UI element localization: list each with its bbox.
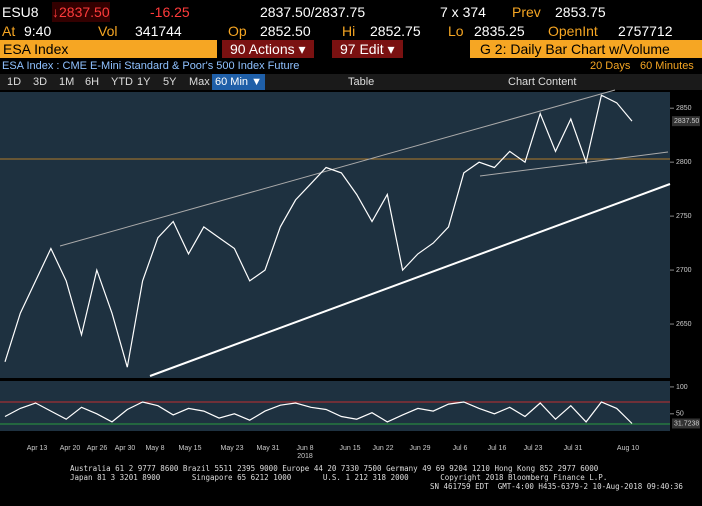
period-button[interactable]: 5Y — [163, 76, 177, 88]
security[interactable]: ESA Index — [0, 40, 217, 58]
trend-support — [149, 183, 671, 377]
last-value-label: 31.7238 — [674, 420, 699, 427]
x-tick-label: May 31 — [257, 445, 280, 452]
period-button[interactable]: 1D — [7, 76, 22, 88]
x-tick-label: May 8 — [145, 445, 164, 452]
x-tick-label: Jul 31 — [564, 445, 583, 452]
toolbar: 60 Min ▼ Table Chart Content 1D 3D 1M 6H YTD… — [0, 74, 702, 90]
x-tick-label: Jul 6 — [453, 445, 468, 452]
ticker: ESU8 — [2, 4, 39, 20]
hi: 2852.75 — [370, 23, 421, 39]
hi-label: Hi — [342, 23, 356, 39]
time: 9:40 — [24, 23, 52, 39]
x-tick-label: Apr 30 — [115, 445, 136, 452]
edit-button[interactable]: 97 Edit ▾ — [332, 40, 403, 58]
x-tick-label: Aug 10 — [617, 445, 639, 452]
actions-button[interactable]: 90 Actions ▾ — [222, 40, 314, 58]
last-value-box — [672, 418, 700, 429]
oscillator-line — [4, 401, 633, 424]
vol-label: Vol — [98, 23, 118, 39]
oi-label: OpenInt — [548, 23, 598, 39]
prev-label: Prev — [512, 4, 541, 20]
op: 2852.50 — [260, 23, 311, 39]
quote-row-1: ESU8 ↓2837.50 -16.25 2837.50/2837.75 7 x… — [0, 2, 702, 22]
size: 7 x 374 — [440, 4, 486, 20]
price-panel — [0, 92, 670, 378]
footer-line: Japan 81 3 3201 8900 Singapore 65 6212 1… — [70, 473, 608, 482]
y-tick-label: 100 — [676, 384, 688, 391]
x-tick-label: Apr 13 — [27, 445, 48, 452]
x-year-label: 2018 — [297, 453, 313, 460]
chart-content-button[interactable]: Chart Content — [508, 76, 577, 88]
footer-line: SN 461759 EDT GMT-4:00 H435-6379-2 10-Au… — [430, 482, 683, 491]
period-button[interactable]: 3D — [33, 76, 48, 88]
frequency[interactable]: 60 Min ▼ — [212, 74, 265, 90]
period-button[interactable]: Max — [189, 76, 210, 88]
last: ↓2837.50 — [52, 2, 110, 22]
lo: 2835.25 — [474, 23, 525, 39]
x-tick-label: Jun 22 — [372, 445, 393, 452]
quote-row-2: At 9:40 Vol 341744 Op 2852.50 Hi 2852.75… — [0, 21, 702, 41]
x-tick-label: Jun 8 — [296, 445, 313, 452]
at-label: At — [2, 23, 16, 39]
x-tick-label: Apr 20 — [60, 445, 81, 452]
y-tick-label: 2750 — [676, 213, 692, 220]
subtitle-row: ESA Index : CME E-Mini Standard & Poor's… — [0, 58, 702, 74]
y-tick-label: 2800 — [676, 159, 692, 166]
y-tick-label: 2650 — [676, 321, 692, 328]
y-tick-label: 50 — [676, 411, 684, 418]
chart-name[interactable]: G 2: Daily Bar Chart w/Volume — [470, 40, 702, 58]
trend-short — [479, 151, 669, 177]
y-tick-label: 2700 — [676, 267, 692, 274]
footer-line: Australia 61 2 9777 8600 Brazil 5511 239… — [70, 464, 599, 473]
x-tick-label: Jun 29 — [409, 445, 430, 452]
last-value-label: 2837.50 — [674, 118, 699, 125]
table-button[interactable]: Table — [348, 76, 375, 88]
op-label: Op — [228, 23, 247, 39]
x-tick-label: Jul 16 — [488, 445, 507, 452]
vol: 341744 — [135, 23, 182, 39]
y-tick-label: 2850 — [676, 105, 692, 112]
description: ESA Index : CME E-Mini Standard & Poor's… — [2, 60, 300, 72]
range: 20 Days — [590, 60, 631, 72]
menu-row: ESA Index 90 Actions ▾ 97 Edit ▾ G 2: Da… — [0, 40, 702, 60]
period-button[interactable]: 1M — [59, 76, 75, 88]
oscillator-panel — [0, 381, 670, 431]
change: -16.25 — [150, 4, 190, 20]
price_chart-line — [4, 94, 633, 368]
x-tick-label: May 15 — [179, 445, 202, 452]
prev: 2853.75 — [555, 4, 606, 20]
period-button[interactable]: 6H — [85, 76, 100, 88]
footer: Australia 61 2 9777 8600 Brazil 5511 239… — [70, 464, 683, 491]
lo-label: Lo — [448, 23, 464, 39]
x-tick-label: Jul 23 — [524, 445, 543, 452]
oi: 2757712 — [618, 23, 673, 39]
bid-ask: 2837.50/2837.75 — [260, 4, 366, 20]
period-button[interactable]: YTD — [111, 76, 133, 88]
interval: 60 Minutes — [640, 60, 694, 72]
x-tick-label: Apr 26 — [87, 445, 108, 452]
x-tick-label: May 23 — [221, 445, 244, 452]
x-tick-label: Jun 15 — [339, 445, 360, 452]
period-button[interactable]: 1Y — [137, 76, 151, 88]
trend-channel-upper — [59, 89, 616, 247]
last-value-box — [672, 116, 700, 127]
